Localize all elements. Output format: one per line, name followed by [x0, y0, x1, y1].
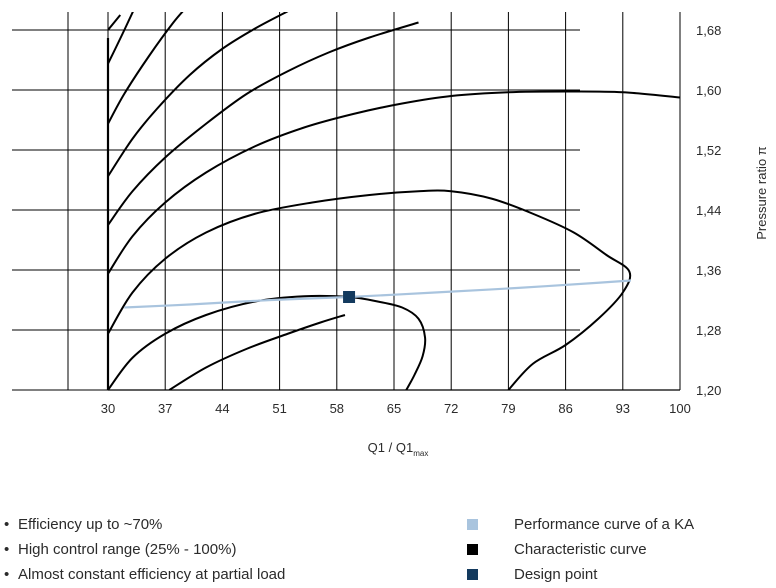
x-axis-tick-labels: 30 37 44 51 58 65 72 79 86 93 100 [101, 401, 691, 416]
y-tick-label: 1,20 [696, 383, 721, 398]
x-axis-title-subscript: max [413, 449, 428, 458]
characteristic-curves [108, 12, 680, 390]
x-tick-label: 93 [616, 401, 630, 416]
feature-item: Almost constant efficiency at partial lo… [4, 562, 285, 587]
feature-item: Efficiency up to ~70% [4, 512, 285, 537]
y-axis-tick-labels: 1,20 1,28 1,36 1,44 1,52 1,60 1,68 [696, 23, 721, 398]
design-point-marker [343, 291, 356, 303]
characteristic-curve [108, 12, 134, 65]
legend-item-performance-curve: Performance curve of a KA [466, 512, 694, 537]
x-tick-label: 51 [272, 401, 286, 416]
characteristic-curve [108, 12, 184, 125]
x-tick-label: 100 [669, 401, 691, 416]
performance-curve [124, 279, 632, 309]
y-axis-title: Pressure ratio π [754, 146, 769, 240]
characteristic-curve [108, 21, 419, 226]
legend-swatch-design-point [467, 569, 478, 580]
x-tick-label: 79 [501, 401, 515, 416]
characteristic-curve [168, 314, 346, 390]
legend-swatch-performance [467, 519, 478, 530]
legend-label: Performance curve of a KA [514, 516, 695, 533]
y-tick-label: 1,36 [696, 263, 721, 278]
characteristic-curve [108, 12, 289, 177]
x-axis-title: Q1 / Q1max [368, 440, 429, 458]
x-tick-label: 86 [558, 401, 572, 416]
characteristic-curve [108, 14, 122, 31]
x-axis-title-main: Q1 / Q1 [368, 440, 414, 455]
legend-item-design-point: Design point [466, 562, 694, 587]
y-tick-label: 1,60 [696, 83, 721, 98]
compressor-map-chart: 30 37 44 51 58 65 72 79 86 93 100 1,20 1,28 1,36 1,44… [12, 12, 769, 458]
y-tick-label: 1,52 [696, 143, 721, 158]
x-tick-label: 65 [387, 401, 401, 416]
legend-label: Design point [514, 566, 598, 583]
legend-swatch-characteristic [467, 544, 478, 555]
legend-item-characteristic-curve: Characteristic curve [466, 537, 694, 562]
x-tick-label: 44 [215, 401, 229, 416]
design-point-layer [343, 291, 356, 303]
characteristic-curve [108, 294, 427, 390]
x-tick-label: 72 [444, 401, 458, 416]
characteristic-curve [108, 189, 632, 390]
characteristic-curve [108, 90, 680, 275]
x-tick-label: 58 [330, 401, 344, 416]
feature-list: Efficiency up to ~70% High control range… [4, 512, 285, 587]
legend: Performance curve of a KA Characteristic… [466, 512, 694, 587]
performance-curve-layer [124, 279, 632, 309]
y-tick-label: 1,28 [696, 323, 721, 338]
feature-item: High control range (25% - 100%) [4, 537, 285, 562]
y-tick-label: 1,68 [696, 23, 721, 38]
x-tick-label: 30 [101, 401, 115, 416]
x-tick-label: 37 [158, 401, 172, 416]
legend-label: Characteristic curve [514, 541, 647, 558]
y-tick-label: 1,44 [696, 203, 721, 218]
